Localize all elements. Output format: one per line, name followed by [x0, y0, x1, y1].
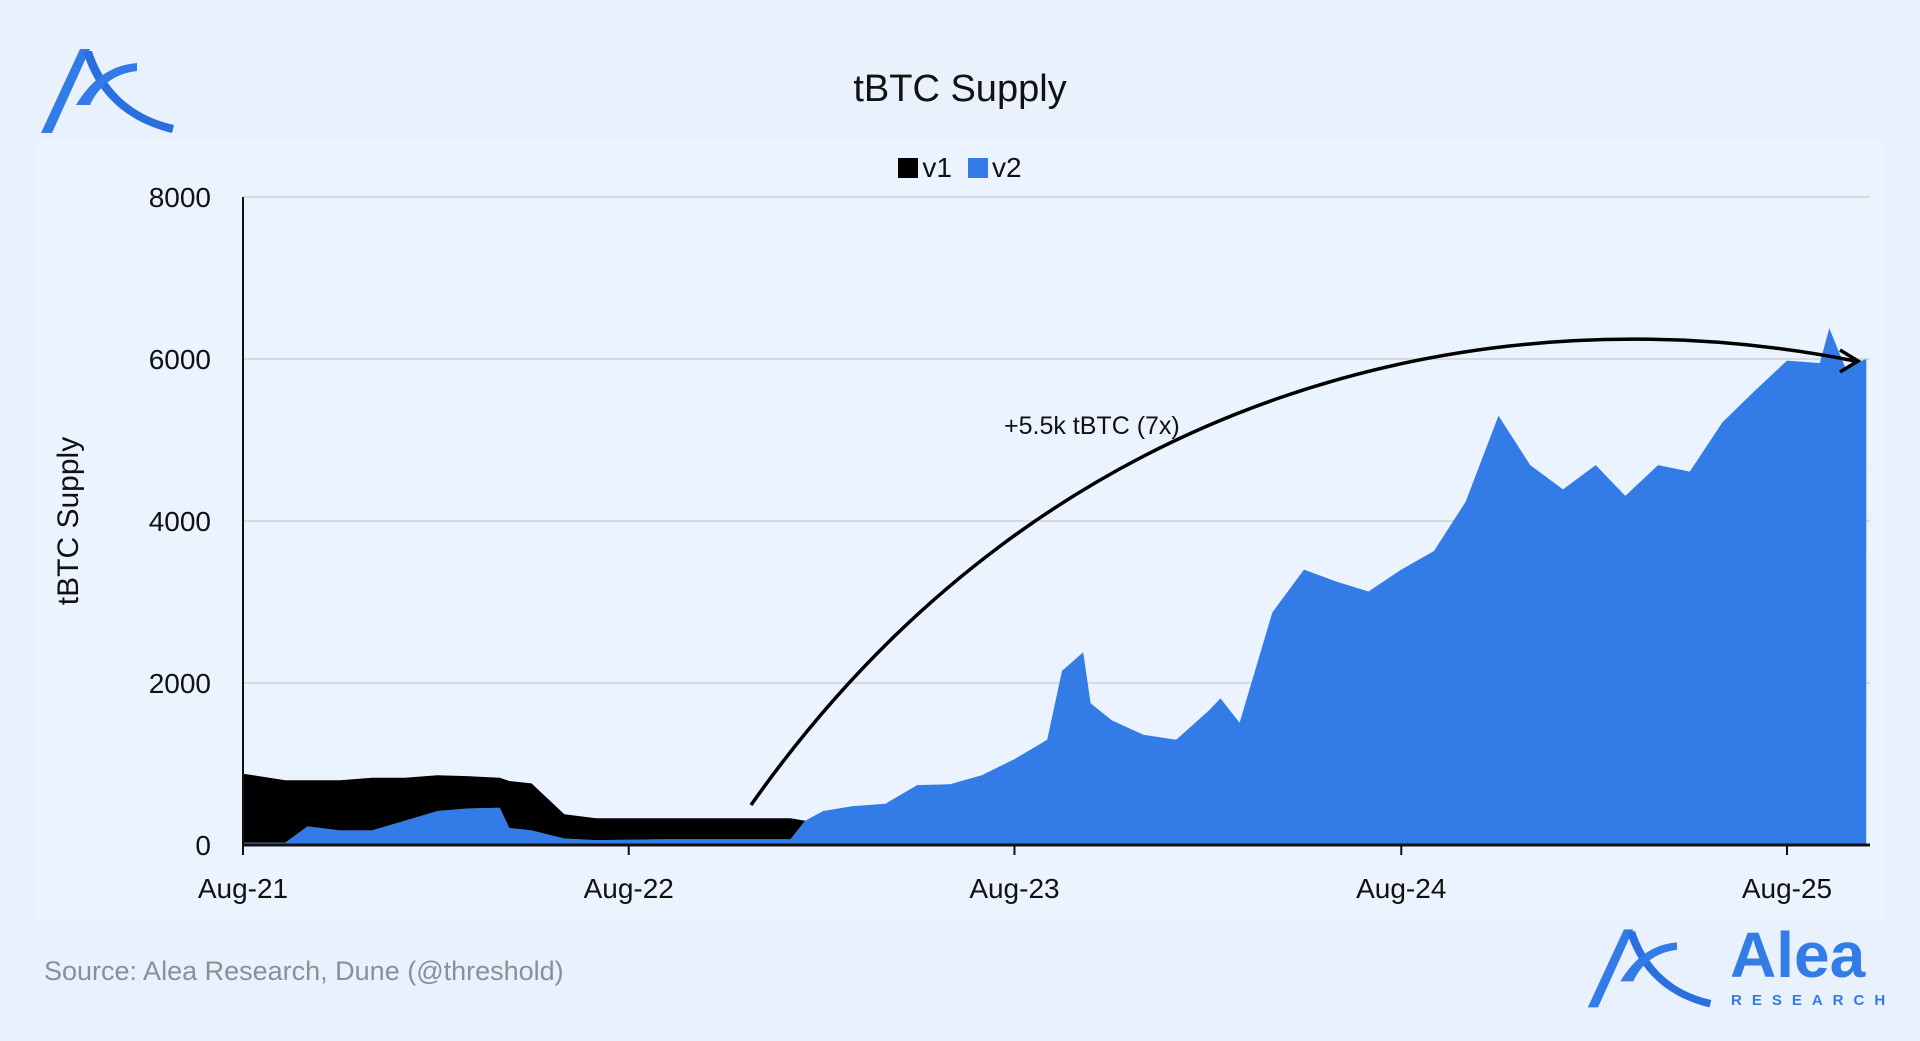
annotation-label: +5.5k tBTC (7x)	[1004, 412, 1180, 440]
y-tick-label: 2000	[149, 668, 211, 699]
brand-subtitle: RESEARCH	[1731, 992, 1896, 1009]
y-tick-label: 6000	[149, 344, 211, 375]
brand-name: Alea	[1730, 919, 1866, 991]
y-tick-label: 4000	[149, 506, 211, 537]
alea-brand-logo-icon	[1587, 929, 1712, 1008]
legend-label-v1: v1	[922, 152, 952, 183]
legend-item-v1: v1	[898, 152, 952, 184]
x-tick-label: Aug-22	[584, 873, 674, 904]
arrowhead-icon	[1839, 348, 1862, 374]
legend-label-v2: v2	[992, 152, 1022, 183]
x-tick-label: Aug-23	[969, 873, 1059, 904]
legend-swatch-v2	[968, 158, 988, 178]
legend: v1 v2	[0, 152, 1920, 184]
area-v2	[243, 328, 1867, 845]
y-tick-label: 8000	[149, 182, 211, 213]
y-axis-label: tBTC Supply	[52, 437, 85, 605]
y-tick-label: 0	[195, 830, 211, 861]
legend-item-v2: v2	[968, 152, 1022, 184]
x-tick-label: Aug-24	[1356, 873, 1446, 904]
x-tick-label: Aug-25	[1742, 873, 1832, 904]
alea-logo-icon	[41, 49, 174, 133]
area-v1	[243, 773, 806, 843]
x-tick-label: Aug-21	[198, 873, 288, 904]
legend-swatch-v1	[898, 158, 919, 178]
chart-title: tBTC Supply	[853, 68, 1067, 110]
annotation-arrow	[749, 337, 1856, 807]
source-note: Source: Alea Research, Dune (@threshold)	[44, 956, 564, 986]
